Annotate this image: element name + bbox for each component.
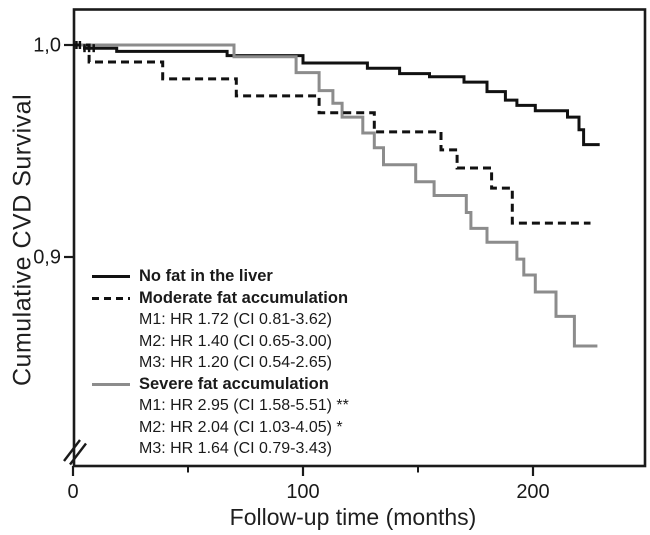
x-axis-title: Follow-up time (months) <box>229 504 477 530</box>
legend: No fat in the liver Moderate fat accumul… <box>92 266 349 460</box>
svg-text:200: 200 <box>516 481 549 503</box>
hr-line-moderate-m2: M2: HR 1.40 (CI 0.65-3.00) <box>139 332 332 350</box>
y-axis-break-icon <box>63 439 87 466</box>
svg-text:100: 100 <box>286 481 319 503</box>
legend-item-no-fat: No fat in the liver <box>92 266 349 288</box>
legend-item-moderate: Moderate fat accumulation <box>92 288 349 310</box>
hr-line-severe-m3: M3: HR 1.64 (CI 0.79-3.43) <box>139 440 332 457</box>
solid-gray-line-sample <box>92 382 130 386</box>
hr-line-moderate-m1: M1: HR 1.72 (CI 0.81-3.62) <box>139 311 332 328</box>
y-axis-title: Cumulative CVD Survival <box>8 93 37 387</box>
hr-line-moderate-m3: M3: HR 1.20 (CI 0.54-2.65) <box>139 354 332 371</box>
legend-label-no-fat: No fat in the liver <box>139 267 273 285</box>
legend-label-severe: Severe fat accumulation <box>139 374 329 393</box>
x-axis-ticks: 0 100 200 <box>67 466 550 503</box>
dashed-black-line-sample <box>92 296 130 300</box>
y-axis-ticks: 1,0 0,9 <box>33 35 73 269</box>
solid-black-line-sample <box>92 275 130 279</box>
plot-border <box>72 8 647 468</box>
hr-line-severe-m1: M1: HR 2.95 (CI 1.58-5.51) ** <box>139 397 349 414</box>
svg-text:0: 0 <box>67 481 78 503</box>
legend-item-severe: Severe fat accumulation <box>92 374 349 396</box>
survival-curves <box>73 43 600 348</box>
hr-line-severe-m2: M2: HR 2.04 (CI 1.03-4.05) * <box>139 418 343 436</box>
censor-marks <box>75 41 95 53</box>
svg-text:0,9: 0,9 <box>33 247 61 269</box>
legend-label-moderate: Moderate fat accumulation <box>139 288 349 307</box>
svg-text:1,0: 1,0 <box>33 35 61 57</box>
